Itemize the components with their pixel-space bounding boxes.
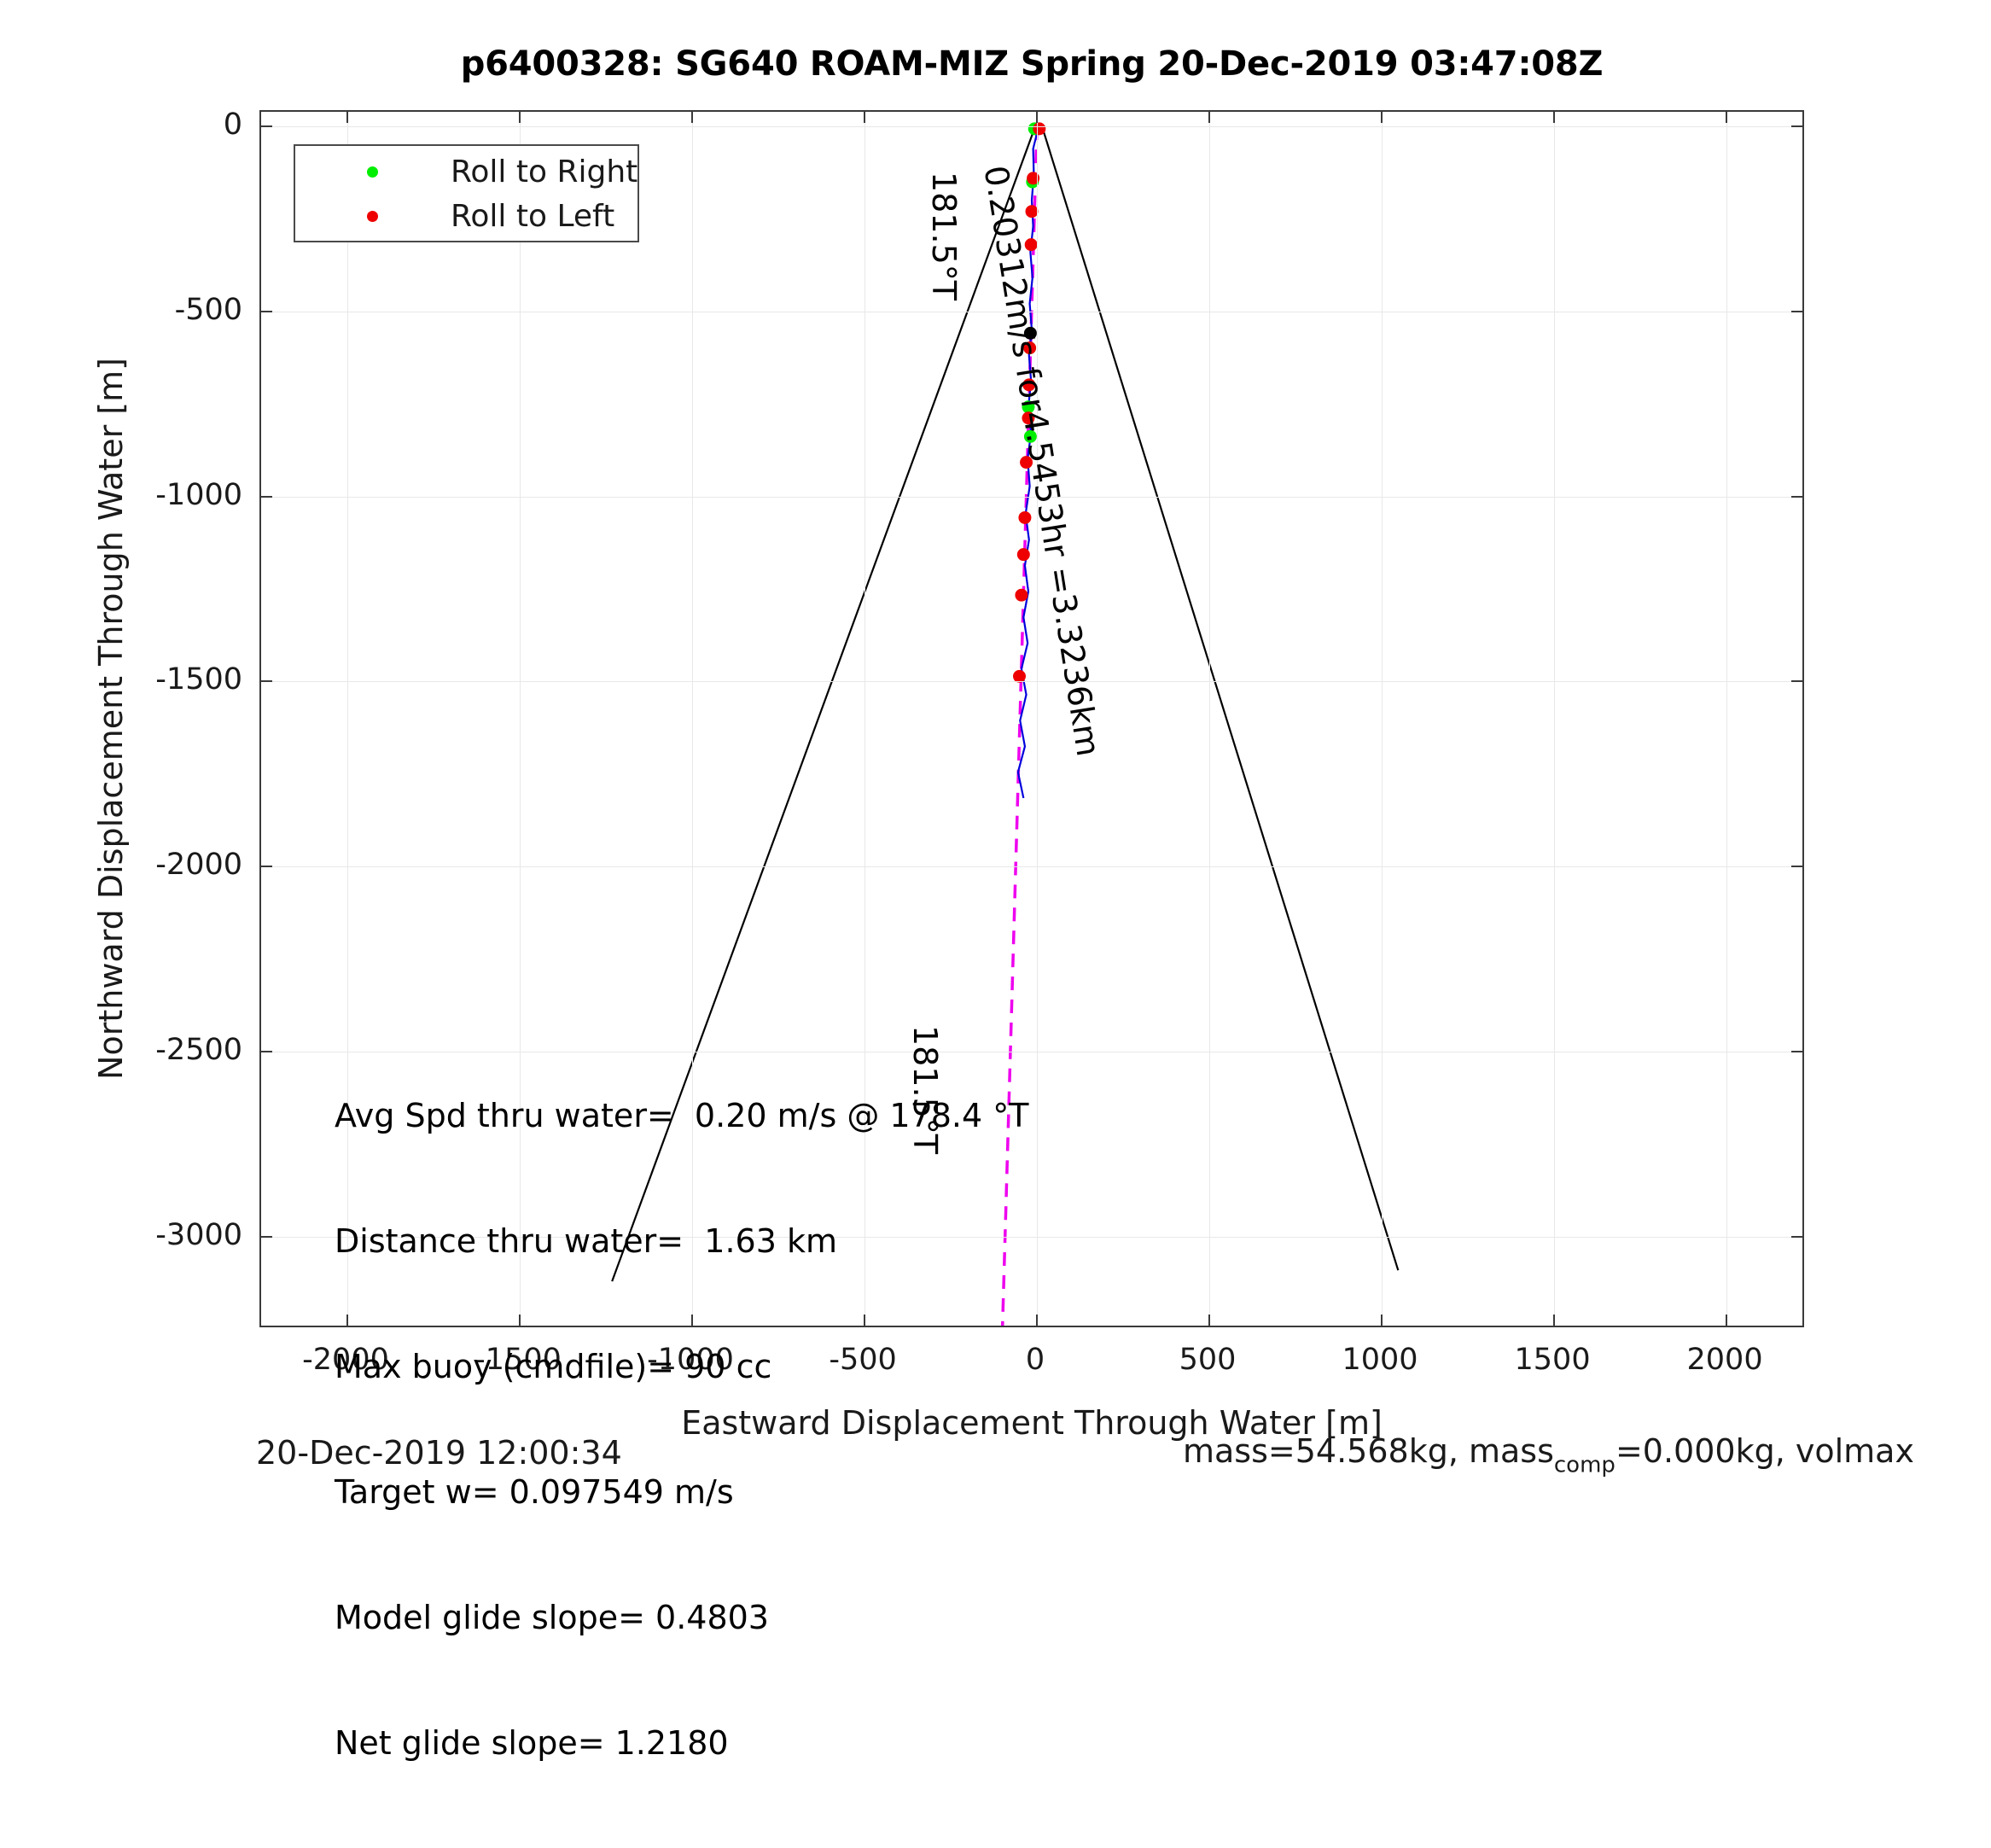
x-tick-top xyxy=(519,112,521,123)
x-tick-top xyxy=(1381,112,1383,123)
annotation-line-distance: Distance thru water= 1.63 km xyxy=(335,1222,837,1260)
y-tick-right xyxy=(1791,1235,1802,1238)
y-tick-label: -1500 xyxy=(155,662,242,697)
legend-label-roll-to-right: Roll to Right xyxy=(451,154,638,189)
x-tick-label: 1500 xyxy=(1514,1343,1591,1377)
annotation-line-avg-speed: Avg Spd thru water= 0.20 m/s @ 178.4 °T xyxy=(335,1097,1029,1134)
footer-mass-subscript: comp xyxy=(1553,1452,1616,1478)
plot-axes-area[interactable]: 181.5°T 0.20312m/s for4.5453hr =3.3236km 1… xyxy=(259,110,1804,1327)
y-tick-right xyxy=(1791,866,1802,868)
x-gridline xyxy=(1554,112,1556,1326)
y-gridline xyxy=(261,681,1802,683)
y-tick-right xyxy=(1791,495,1802,498)
y-tick-label: -1000 xyxy=(155,477,242,512)
y-tick xyxy=(261,125,272,128)
page-title: p6400328: SG640 ROAM-MIZ Spring 20-Dec-2… xyxy=(460,44,1604,84)
y-gridline xyxy=(261,496,1802,498)
y-tick xyxy=(261,866,272,868)
x-tick xyxy=(1381,1315,1383,1326)
x-tick-label: 500 xyxy=(1179,1343,1237,1377)
heading-label-upper: 181.5°T xyxy=(925,172,963,300)
y-tick-right xyxy=(1791,125,1802,128)
y-tick xyxy=(261,495,272,498)
x-tick-label: -1000 xyxy=(647,1343,734,1377)
x-tick-top xyxy=(346,112,348,123)
x-tick-label: -2000 xyxy=(302,1343,389,1377)
x-tick-top xyxy=(864,112,866,123)
footer-mass-prefix: mass=54.568kg, mass xyxy=(1183,1432,1554,1470)
x-tick-top xyxy=(1553,112,1556,123)
footer-timestamp: 20-Dec-2019 12:00:34 xyxy=(256,1434,622,1472)
roll-to-right-point xyxy=(1028,122,1041,136)
footer-mass-info: mass=54.568kg, masscomp=0.000kg, volmax xyxy=(1183,1432,1914,1478)
x-gridline xyxy=(1382,112,1383,1326)
x-tick xyxy=(1726,1315,1728,1326)
x-gridline xyxy=(692,112,694,1326)
y-gridline xyxy=(261,866,1802,868)
annotation-line-target-w: Target w= 0.097549 m/s xyxy=(335,1473,734,1511)
figure-canvas: p6400328: SG640 ROAM-MIZ Spring 20-Dec-2… xyxy=(92,44,1914,1762)
x-tick xyxy=(519,1315,521,1326)
x-tick-label: 1000 xyxy=(1342,1343,1418,1377)
y-gridline xyxy=(261,1236,1802,1238)
legend-box[interactable]: Roll to Right Roll to Left xyxy=(294,144,639,242)
roll-to-left-point xyxy=(1015,588,1028,602)
y-tick xyxy=(261,1235,272,1238)
speed-distance-label: 0.20312m/s for4.5453hr =3.3236km xyxy=(976,163,1108,759)
legend-item-roll-to-right[interactable]: Roll to Right xyxy=(295,151,637,192)
y-tick-right xyxy=(1791,311,1802,313)
x-tick xyxy=(691,1315,694,1326)
x-tick-label: -500 xyxy=(829,1343,897,1377)
x-tick-top xyxy=(1726,112,1728,123)
roll-to-left-marker-icon xyxy=(367,210,378,222)
x-tick xyxy=(1553,1315,1556,1326)
y-tick-label: -500 xyxy=(174,293,242,328)
y-tick-label: 0 xyxy=(223,108,242,143)
y-tick xyxy=(261,311,272,313)
footer-mass-suffix: =0.000kg, volmax xyxy=(1615,1432,1914,1470)
x-gridline xyxy=(347,112,348,1326)
y-tick-right xyxy=(1791,1050,1802,1052)
y-tick xyxy=(261,680,272,683)
annotation-line-net-glide-slope: Net glide slope= 1.2180 xyxy=(335,1724,729,1762)
roll-to-left-point xyxy=(1016,548,1030,562)
x-tick-label: 2000 xyxy=(1686,1343,1763,1377)
roll-to-left-point xyxy=(1018,510,1032,524)
x-tick-top xyxy=(691,112,694,123)
x-tick-top xyxy=(1036,112,1039,123)
annotation-line-model-glide-slope: Model glide slope= 0.4803 xyxy=(335,1599,769,1636)
x-gridline xyxy=(1726,112,1728,1326)
x-axis-label: Eastward Displacement Through Water [m] xyxy=(681,1404,1383,1442)
y-gridline xyxy=(261,126,1802,128)
y-axis-label: Northward Displacement Through Water [m] xyxy=(92,358,130,1080)
x-tick-top xyxy=(1208,112,1211,123)
y-tick-right xyxy=(1791,680,1802,683)
roll-to-right-marker-icon xyxy=(367,166,378,178)
legend-item-roll-to-left[interactable]: Roll to Left xyxy=(295,195,637,236)
x-tick-label: 0 xyxy=(1025,1343,1045,1377)
roll-to-left-point xyxy=(1033,122,1046,136)
legend-label-roll-to-left: Roll to Left xyxy=(451,198,615,234)
x-gridline xyxy=(1209,112,1211,1326)
x-gridline xyxy=(1037,112,1039,1326)
y-tick-label: -3000 xyxy=(155,1217,242,1252)
x-tick xyxy=(864,1315,866,1326)
x-tick xyxy=(1036,1315,1039,1326)
y-tick-label: -2500 xyxy=(155,1032,242,1067)
x-tick xyxy=(1208,1315,1211,1326)
x-tick-label: -1500 xyxy=(474,1343,562,1377)
x-gridline xyxy=(520,112,521,1326)
y-tick-label: -2000 xyxy=(155,848,242,883)
y-tick xyxy=(261,1050,272,1052)
x-tick xyxy=(346,1315,348,1326)
annotation-line-max-buoy: Max buoy (cmdfile)= 90 cc xyxy=(335,1348,772,1385)
